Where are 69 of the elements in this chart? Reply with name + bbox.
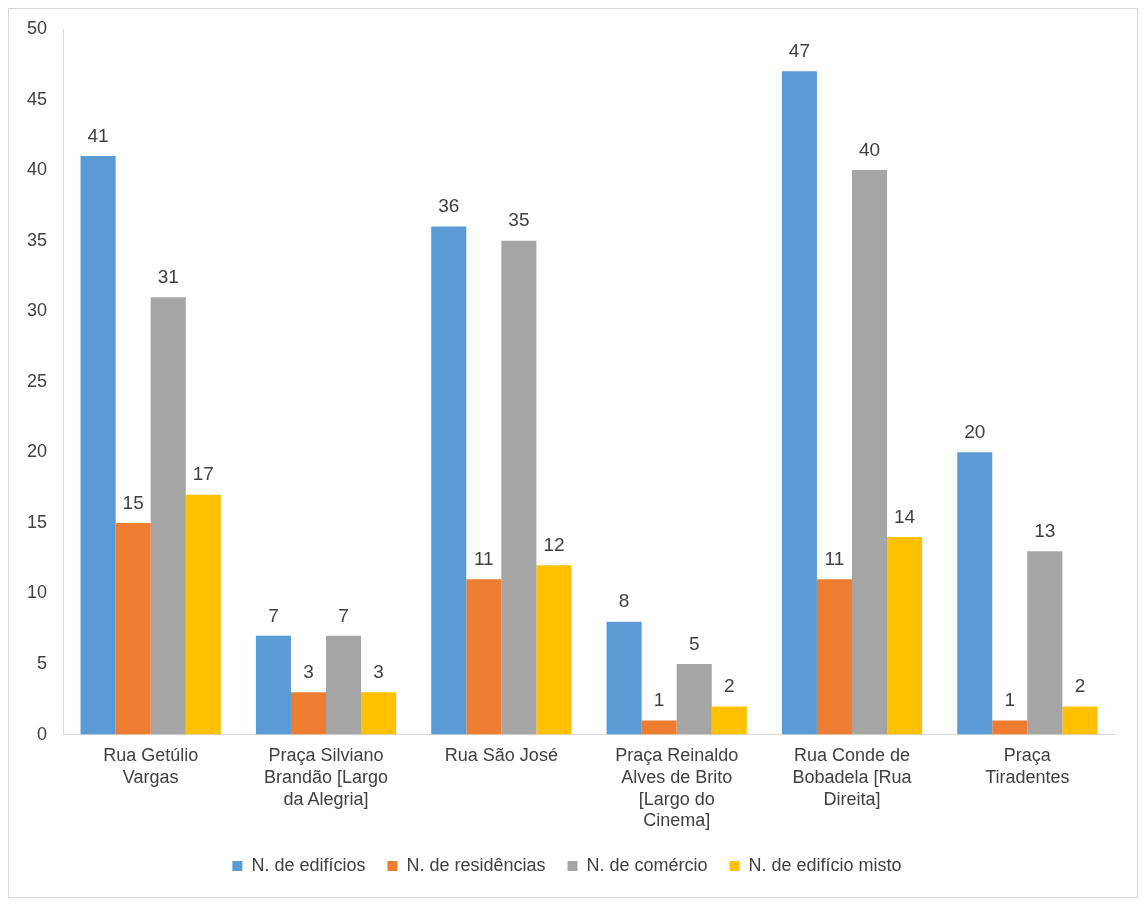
data-label: 1 — [1004, 689, 1016, 711]
data-label: 17 — [192, 463, 214, 485]
bar — [431, 226, 467, 735]
bar — [676, 664, 712, 735]
bar — [361, 692, 397, 735]
data-label: 31 — [157, 265, 179, 287]
data-label: 20 — [964, 421, 986, 443]
data-label: 47 — [788, 40, 810, 62]
bar — [1027, 551, 1063, 735]
bar — [957, 452, 993, 735]
y-tick-label: 30 — [26, 300, 48, 321]
bar — [150, 297, 186, 735]
bar — [536, 565, 572, 735]
bar — [641, 720, 677, 735]
data-label: 41 — [87, 124, 109, 146]
x-tick-label: Rua Getúlio Vargas — [103, 745, 199, 787]
bar — [781, 71, 817, 735]
data-label: 7 — [338, 604, 349, 626]
bar — [816, 579, 853, 735]
y-tick-label: 45 — [26, 88, 48, 109]
y-tick-label: 25 — [26, 370, 48, 391]
bar — [711, 706, 747, 735]
legend-label: N. de residências — [406, 854, 546, 875]
data-label: 7 — [268, 604, 279, 626]
bar — [80, 156, 116, 735]
y-tick-label: 15 — [26, 511, 48, 532]
data-label: 13 — [1034, 519, 1056, 541]
x-tick-label: Rua Conde de Bobadela [Rua Direita] — [792, 745, 913, 809]
y-tick-label: 50 — [26, 17, 48, 38]
data-label: 2 — [723, 675, 735, 697]
bar — [326, 635, 362, 735]
y-tick-label: 0 — [37, 723, 48, 744]
bar — [1062, 706, 1098, 735]
data-label: 12 — [543, 533, 565, 555]
data-label: 35 — [508, 209, 530, 231]
data-label: 11 — [824, 548, 845, 570]
data-label: 1 — [653, 689, 665, 711]
bar — [466, 579, 502, 735]
legend-label: N. de edifício misto — [748, 854, 902, 875]
x-tick-label: Praça Reinaldo Alves de Brito [Largo do Cinema] — [615, 745, 739, 831]
data-label: 11 — [473, 548, 494, 570]
y-tick-label: 40 — [26, 159, 48, 180]
bar — [501, 240, 537, 735]
y-tick-label: 20 — [26, 441, 48, 462]
y-tick-label: 10 — [26, 582, 48, 603]
y-tick-label: 35 — [26, 229, 48, 250]
data-label: 3 — [373, 661, 384, 682]
x-tick-label: Praça Silviano Brandão [Largo da Alegria] — [263, 745, 389, 809]
bar — [115, 522, 151, 735]
bar — [290, 692, 327, 735]
legend-label: N. de edifícios — [251, 854, 366, 875]
bar — [887, 537, 923, 735]
x-tick-label: Rua São José — [444, 745, 558, 766]
bar — [606, 621, 642, 735]
data-label: 40 — [858, 138, 881, 160]
bar — [852, 170, 888, 735]
x-tick-label: Praça Tiradentes — [985, 745, 1070, 787]
bar — [185, 494, 221, 735]
data-label: 2 — [1074, 675, 1086, 697]
data-label: 15 — [122, 491, 144, 513]
data-label: 5 — [688, 632, 700, 654]
bar — [992, 720, 1028, 735]
data-label: 3 — [303, 661, 314, 682]
data-label: 36 — [438, 195, 460, 217]
data-label: 14 — [894, 505, 916, 527]
legend-label: N. de comércio — [586, 854, 708, 875]
data-label: 8 — [618, 590, 630, 612]
y-tick-label: 5 — [37, 653, 48, 674]
bar — [255, 635, 291, 735]
